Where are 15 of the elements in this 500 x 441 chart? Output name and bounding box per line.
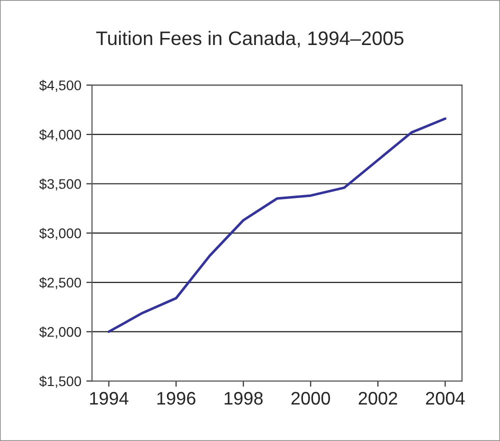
x-tick-label: 1996: [157, 392, 196, 405]
chart-title: Tuition Fees in Canada, 1994–2005: [96, 30, 404, 48]
y-tick-label: $3,500: [39, 178, 82, 191]
line-series: [108, 117, 446, 333]
x-tick-label: 2000: [291, 392, 330, 405]
x-tick-label: 2002: [358, 392, 398, 405]
y-tick-label: $1,500: [39, 376, 82, 388]
x-tick-label: 2004: [426, 392, 465, 405]
y-tick-label: $3,000: [39, 228, 82, 240]
y-tick-label: $4,000: [39, 129, 82, 142]
y-tick-label: $2,500: [39, 277, 82, 290]
x-tick-label: 1998: [224, 392, 263, 405]
y-tick-label: $2,000: [39, 326, 82, 339]
y-tick-label: $4,500: [39, 80, 82, 92]
x-tick-label: 1994: [90, 392, 128, 405]
